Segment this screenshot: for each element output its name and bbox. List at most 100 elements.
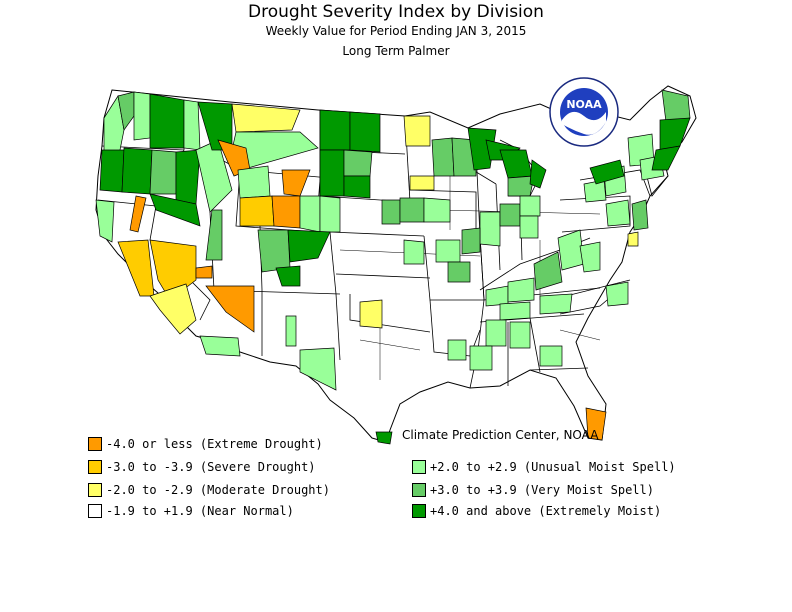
division-oh-northwest	[519, 195, 541, 217]
division-or-willamette	[121, 147, 153, 195]
division-id-panhandle	[183, 99, 201, 151]
division-nj	[631, 199, 649, 231]
division-tn-central	[499, 301, 531, 321]
legend-item: +2.0 to +2.9 (Unusual Moist Spell)	[412, 459, 676, 475]
noaa-logo-text: NOAA	[566, 98, 602, 111]
division-oh-southwest	[519, 215, 539, 239]
division-md-de	[627, 231, 639, 247]
legend-label: +3.0 to +3.9 (Very Moist Spell)	[430, 483, 654, 497]
boundary-co-east	[329, 231, 337, 295]
division-wy-southwest	[239, 195, 275, 227]
division-ia-central	[423, 197, 451, 223]
division-sd-south	[343, 175, 371, 199]
division-nm-central	[285, 315, 297, 347]
map-title: Drought Severity Index by Division	[248, 2, 544, 22]
division-mt-central	[231, 103, 301, 133]
division-wy-northwest	[237, 165, 271, 199]
division-in-north	[499, 203, 521, 227]
division-nd-west	[319, 109, 351, 151]
legend-item: -4.0 or less (Extreme Drought)	[88, 436, 323, 452]
boundary-ia	[409, 189, 477, 236]
division-ms-north	[485, 319, 507, 347]
division-co-west	[257, 229, 291, 273]
division-ky-central	[507, 277, 535, 303]
legend-label: +2.0 to +2.9 (Unusual Moist Spell)	[430, 460, 676, 474]
division-ks-northeast	[403, 239, 425, 265]
division-tn-east	[539, 293, 573, 315]
division-sd-central	[343, 149, 373, 177]
division-nc-coast	[605, 281, 629, 307]
division-wi-north	[451, 137, 477, 177]
legend-label: -1.9 to +1.9 (Near Normal)	[106, 504, 294, 518]
division-or-southeast	[149, 193, 201, 227]
division-wy-south	[271, 195, 301, 229]
legend-swatch	[88, 504, 102, 518]
division-sd-west	[319, 149, 345, 197]
division-or-northeast	[175, 149, 201, 205]
division-ca-sacramento	[117, 239, 155, 297]
division-va-west	[579, 241, 601, 273]
division-or-central	[149, 149, 177, 195]
legend-item: +3.0 to +3.9 (Very Moist Spell)	[412, 482, 654, 498]
boundary-ks-ok	[335, 273, 431, 279]
division-nv-south	[195, 265, 213, 279]
division-mi-thumb	[529, 159, 547, 189]
legend-swatch	[88, 437, 102, 451]
division-il-west	[461, 227, 481, 255]
legend-label: -4.0 or less (Extreme Drought)	[106, 437, 323, 451]
division-wi-northwest	[431, 137, 455, 177]
division-mn-northcentral	[403, 115, 431, 147]
noaa-logo-bird	[562, 111, 606, 135]
legend-item: -1.9 to +1.9 (Near Normal)	[88, 503, 294, 519]
division-ny-north	[589, 159, 625, 185]
division-tx-trans-pecos	[299, 347, 337, 391]
legend-label: -2.0 to -2.9 (Moderate Drought)	[106, 483, 330, 497]
division-ca-southeast	[149, 283, 197, 335]
division-fills	[95, 89, 691, 445]
division-ia-north	[399, 197, 425, 223]
boundary-va-nc	[565, 279, 631, 297]
division-fl-south	[585, 407, 607, 441]
boundary-ga-fl	[529, 367, 589, 371]
division-il-central	[479, 211, 501, 247]
legend-item: +4.0 and above (Extremely Moist)	[412, 503, 661, 519]
division-la-north	[447, 339, 467, 361]
division-nd-central	[349, 111, 381, 153]
credit-text: Climate Prediction Center, NOAA	[402, 428, 599, 442]
division-az-south	[199, 335, 241, 357]
boundary-nm-tx	[335, 293, 341, 361]
map-subtitle: Weekly Value for Period Ending JAN 3, 20…	[265, 24, 527, 38]
division-ny-west	[583, 179, 607, 203]
legend-label: -3.0 to -3.9 (Severe Drought)	[106, 460, 316, 474]
legend-swatch	[88, 483, 102, 497]
division-or-coast	[99, 149, 125, 193]
legend-swatch	[88, 460, 102, 474]
legend-swatch	[412, 483, 426, 497]
legend-item: -2.0 to -2.9 (Moderate Drought)	[88, 482, 330, 498]
division-wy-east	[299, 195, 321, 233]
division-co-central	[287, 229, 331, 263]
legend-swatch	[412, 504, 426, 518]
boundary-ne-ks	[329, 231, 425, 237]
boundary-al-ga	[529, 317, 541, 373]
boundary-ok-tx	[349, 294, 431, 333]
division-wa-cascades	[133, 91, 151, 141]
division-mo-central	[447, 261, 471, 283]
map-subtitle-index: Long Term Palmer	[342, 44, 450, 58]
division-ne-northwest	[319, 195, 341, 233]
division-mo-north	[435, 239, 461, 263]
division-az-northwest	[205, 285, 255, 333]
division-al-north	[509, 321, 531, 349]
division-pa-east	[605, 199, 631, 227]
division-ca-north-coast	[95, 199, 115, 243]
division-mn-south	[409, 175, 435, 191]
division-co-south	[275, 265, 301, 287]
legend-item: -3.0 to -3.9 (Severe Drought)	[88, 459, 316, 475]
noaa-logo: NOAA	[549, 77, 619, 147]
division-wi-northeast	[467, 127, 497, 171]
division-ca-sierra	[129, 195, 147, 233]
division-ia-northwest	[381, 199, 401, 225]
division-ga-central	[539, 345, 563, 367]
division-wa-east	[149, 93, 185, 149]
